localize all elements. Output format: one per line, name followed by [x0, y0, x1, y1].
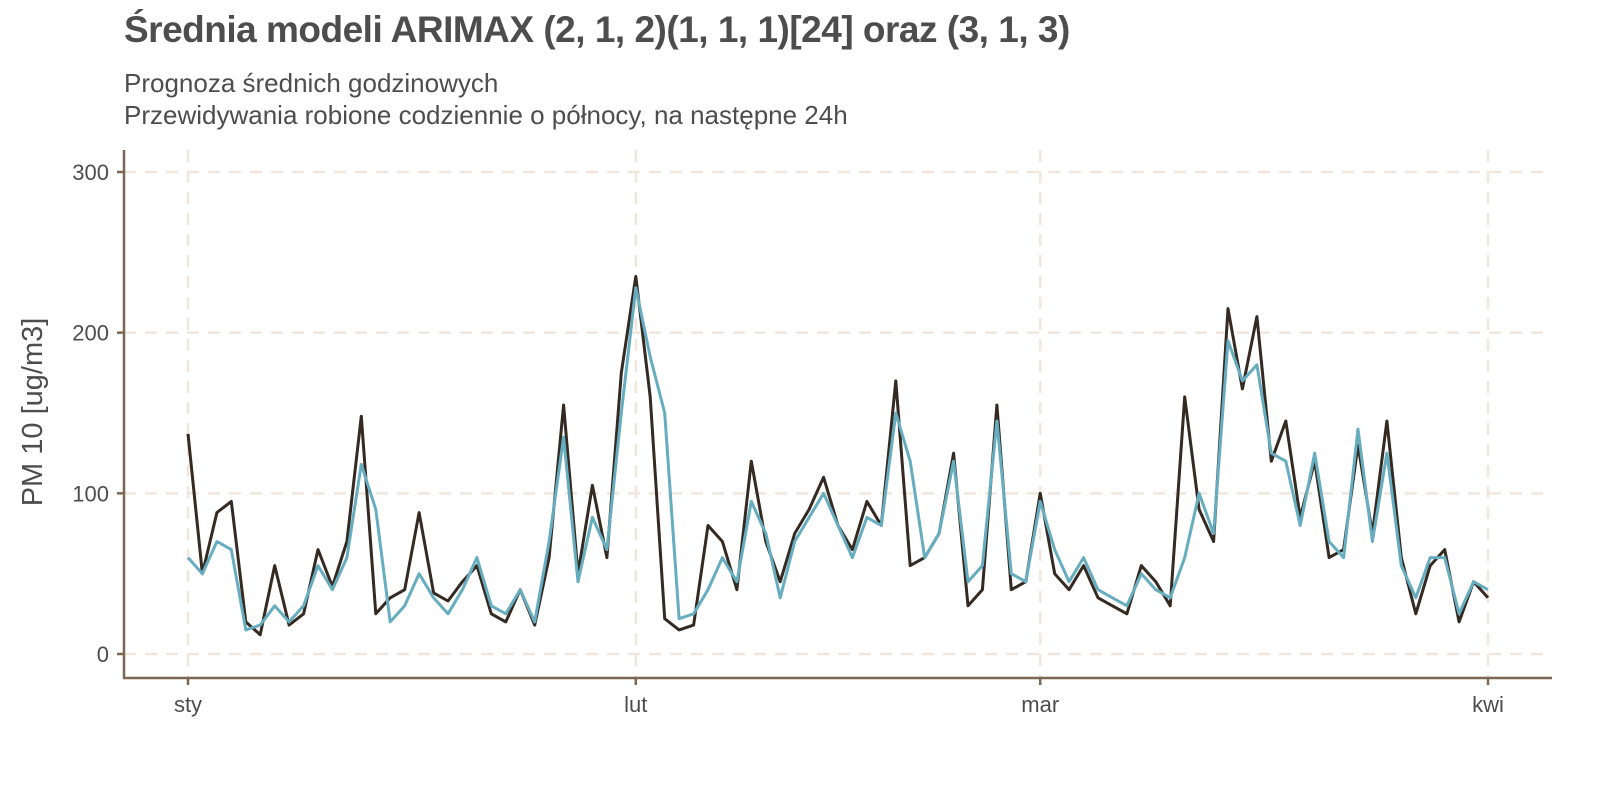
x-tick-label-lut: lut [624, 692, 647, 717]
y-tick-label-300: 300 [72, 160, 109, 185]
y-tick-label-100: 100 [72, 481, 109, 506]
chart-subtitle-line-2: Przewidywania robione codziennie o półno… [124, 100, 848, 130]
y-axis-title: PM 10 [ug/m3] [17, 318, 49, 507]
x-tick-label-sty: sty [174, 692, 202, 717]
x-tick-label-kwi: kwi [1472, 692, 1504, 717]
chart-title: Średnia modeli ARIMAX (2, 1, 2)(1, 1, 1)… [124, 9, 1070, 50]
y-tick-label-0: 0 [97, 642, 109, 667]
x-tick-label-mar: mar [1021, 692, 1059, 717]
y-tick-label-200: 200 [72, 321, 109, 346]
series-line-actual [186, 274, 1490, 637]
series-line-forecast [186, 286, 1489, 632]
chart-subtitle-line-1: Prognoza średnich godzinowych [124, 68, 499, 98]
